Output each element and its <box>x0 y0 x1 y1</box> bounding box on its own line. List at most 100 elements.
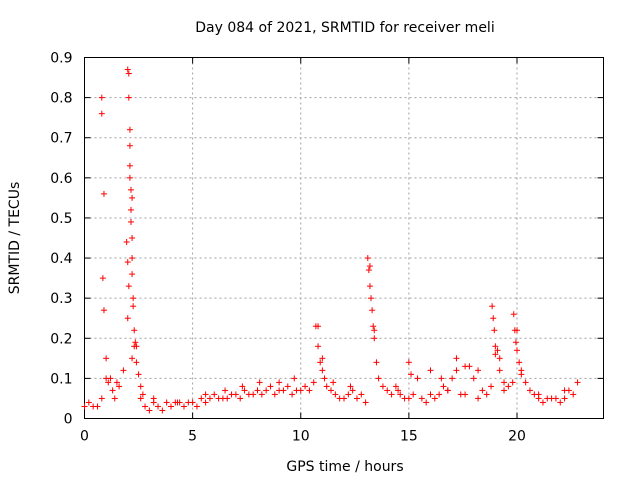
data-point <box>100 190 107 197</box>
y-tick-label: 0.7 <box>50 131 72 147</box>
data-point <box>501 387 508 394</box>
y-axis: 0 0.1 0.2 0.3 0.4 0.5 0.6 0.7 0.8 0.9 <box>50 51 604 428</box>
data-point <box>258 391 265 398</box>
data-point <box>462 363 469 370</box>
data-point <box>375 375 382 382</box>
data-point <box>491 327 498 334</box>
data-point <box>330 379 337 386</box>
data-point <box>323 383 330 390</box>
data-point <box>488 383 495 390</box>
data-point <box>127 218 134 225</box>
data-point <box>561 395 568 402</box>
data-point <box>124 259 131 266</box>
x-tick-label: 0 <box>80 429 89 445</box>
data-point <box>131 343 138 350</box>
data-point <box>198 395 205 402</box>
x-tick-label: 5 <box>188 429 197 445</box>
data-point <box>321 375 328 382</box>
data-point <box>514 347 520 354</box>
data-point <box>516 359 523 366</box>
data-point <box>408 371 415 378</box>
data-point <box>263 387 270 394</box>
data-point <box>168 403 174 410</box>
data-point <box>475 395 482 402</box>
data-point <box>364 255 371 262</box>
data-point <box>317 359 324 366</box>
y-tick-label: 0.9 <box>50 51 72 67</box>
data-point <box>280 387 287 394</box>
data-point <box>449 375 456 382</box>
data-point <box>310 379 317 386</box>
data-point <box>496 355 503 362</box>
data-point <box>423 399 430 406</box>
data-point <box>132 339 139 346</box>
data-point <box>155 403 162 410</box>
data-point <box>388 391 395 398</box>
data-point <box>120 367 127 374</box>
y-tick-label: 0.5 <box>50 211 72 227</box>
y-tick-label: 0 <box>64 412 73 428</box>
data-point <box>312 323 319 330</box>
data-point <box>405 395 412 402</box>
data-point <box>431 395 438 402</box>
data-point <box>163 399 170 406</box>
data-point <box>239 383 246 390</box>
data-point <box>453 355 460 362</box>
data-point <box>127 186 134 193</box>
data-point <box>440 383 447 390</box>
data-point <box>159 407 166 414</box>
data-point <box>379 383 386 390</box>
data-point <box>510 311 517 318</box>
data-point <box>129 194 136 201</box>
x-tick-label: 15 <box>400 429 418 445</box>
data-point <box>470 375 477 382</box>
data-point <box>250 391 257 398</box>
data-point <box>98 110 105 117</box>
data-point <box>492 343 499 350</box>
data-point <box>125 283 132 290</box>
data-point <box>100 307 107 314</box>
data-point <box>123 239 130 246</box>
data-point <box>366 263 373 270</box>
data-point <box>125 94 132 101</box>
data-point <box>358 391 365 398</box>
data-point <box>444 387 451 394</box>
data-point <box>370 323 377 330</box>
data-point <box>202 391 209 398</box>
data-point <box>297 387 304 394</box>
data-point <box>410 391 417 398</box>
data-point <box>291 375 298 382</box>
data-point <box>405 359 412 366</box>
data-point <box>130 303 137 310</box>
data-point <box>427 391 434 398</box>
data-point <box>526 387 533 394</box>
data-point <box>453 367 460 374</box>
data-point <box>371 327 378 334</box>
x-tick-label: 20 <box>508 429 526 445</box>
data-point <box>395 387 402 394</box>
data-point <box>341 395 347 402</box>
data-point <box>254 387 261 394</box>
data-point <box>501 379 508 386</box>
y-tick-label: 0.2 <box>50 331 72 347</box>
data-point <box>392 383 399 390</box>
data-point <box>366 283 373 290</box>
data-point <box>276 379 283 386</box>
data-point <box>222 387 229 394</box>
grid-lines <box>84 57 604 419</box>
data-point <box>505 383 512 390</box>
data-point <box>483 391 490 398</box>
data-point <box>99 275 106 282</box>
data-point <box>319 367 326 374</box>
data-point <box>518 371 525 378</box>
data-point <box>113 379 120 386</box>
data-point <box>489 303 496 310</box>
data-point <box>438 375 445 382</box>
data-point <box>126 162 133 169</box>
data-point <box>94 403 101 410</box>
data-point <box>373 359 380 366</box>
data-point <box>111 395 118 402</box>
data-point <box>496 367 503 374</box>
data-point <box>371 335 378 342</box>
